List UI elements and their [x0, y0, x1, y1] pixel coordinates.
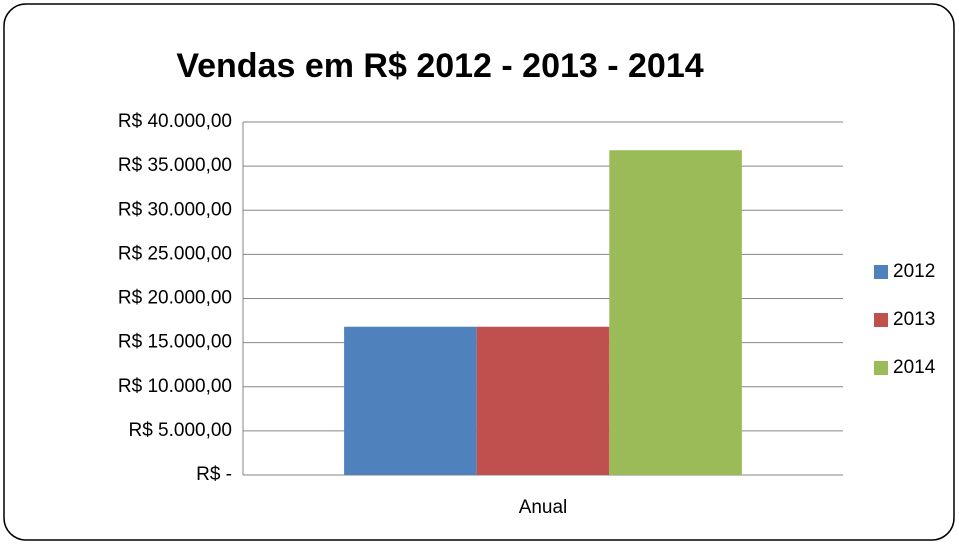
y-tick-label: R$ 5.000,00 [128, 420, 232, 441]
legend-label: 2014 [893, 357, 936, 378]
y-tick-label: R$ 40.000,00 [118, 111, 232, 132]
y-tick-label: R$ 30.000,00 [118, 199, 232, 220]
legend-swatch [874, 265, 888, 279]
bar [609, 150, 742, 476]
legend-label: 2013 [893, 309, 935, 330]
bar [476, 326, 610, 475]
legend-label: 2012 [893, 261, 935, 282]
bar [344, 326, 477, 475]
legend-swatch [874, 361, 888, 375]
y-tick-label: R$ 20.000,00 [118, 288, 232, 309]
y-tick-label: R$ 35.000,00 [118, 155, 232, 176]
y-tick-label: R$ 15.000,00 [118, 332, 232, 353]
y-tick-label: R$ 10.000,00 [118, 376, 232, 397]
y-tick-label: R$ - [196, 464, 232, 485]
x-tick-label: Anual [519, 497, 568, 518]
chart-title: Vendas em R$ 2012 - 2013 - 2014 [176, 47, 703, 85]
legend-swatch [874, 313, 888, 327]
y-tick-label: R$ 25.000,00 [118, 243, 232, 264]
